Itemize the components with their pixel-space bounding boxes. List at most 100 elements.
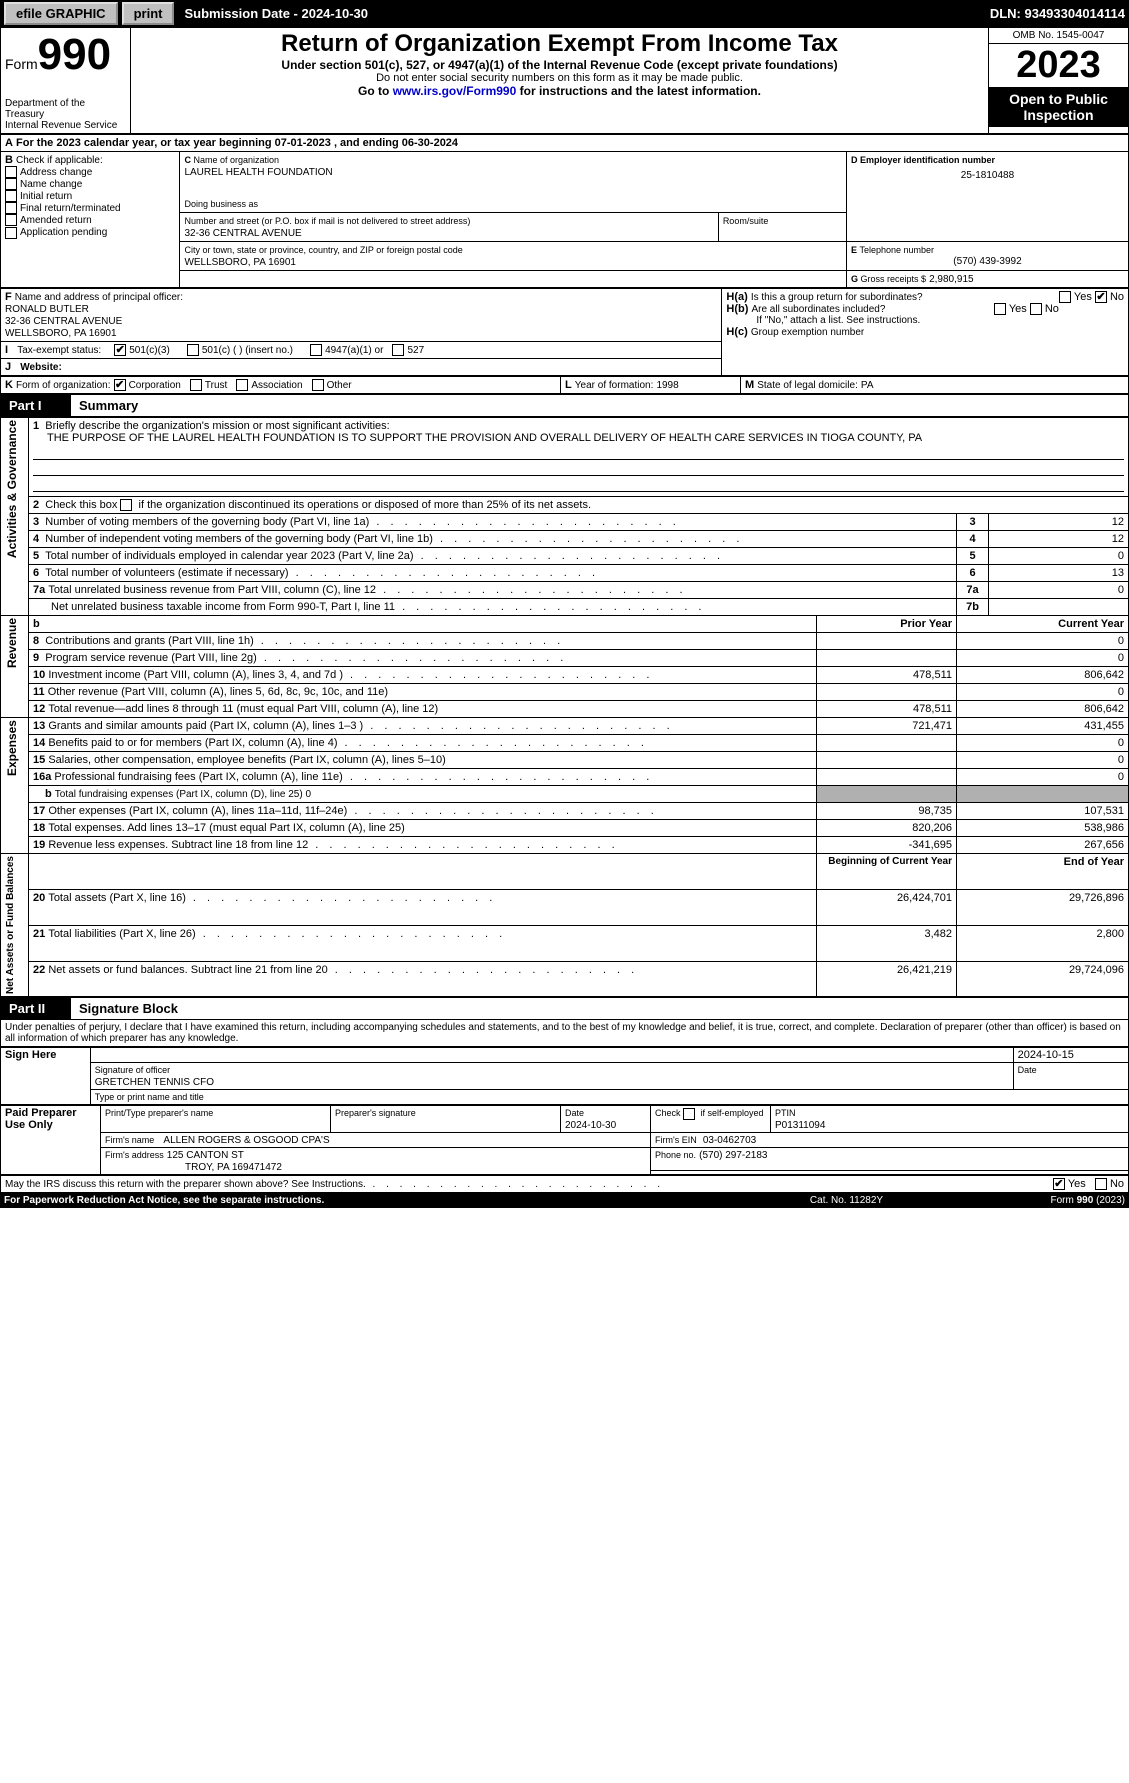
part2-header: Part II Signature Block — [0, 997, 1129, 1020]
name-change-checkbox[interactable] — [5, 178, 17, 190]
line2-checkbox[interactable] — [120, 499, 132, 511]
assoc-checkbox[interactable] — [236, 379, 248, 391]
suite-label: Room/suite — [723, 216, 769, 226]
firm-name: ALLEN ROGERS & OSGOOD CPA'S — [163, 1135, 329, 1146]
part2-title: Signature Block — [71, 998, 1128, 1019]
line16a-text: Professional fundraising fees (Part IX, … — [54, 771, 653, 783]
ptin-label: PTIN — [775, 1108, 796, 1118]
line14-text: Benefits paid to or for members (Part IX… — [48, 737, 648, 749]
line3-text: Number of voting members of the governin… — [45, 516, 680, 528]
part1-header: Part I Summary — [0, 394, 1129, 417]
line22-prior: 26,421,219 — [817, 961, 957, 997]
line7a-text: Total unrelated business revenue from Pa… — [48, 584, 686, 596]
preparer-table: Paid Preparer Use Only Print/Type prepar… — [0, 1105, 1129, 1175]
street-value: 32-36 CENTRAL AVENUE — [184, 228, 301, 239]
line18-prior: 820,206 — [817, 820, 957, 837]
app-pending-checkbox[interactable] — [5, 227, 17, 239]
section-k-table: K Form of organization: Corporation Trus… — [0, 376, 1129, 394]
print-button[interactable]: print — [122, 2, 175, 25]
527-checkbox[interactable] — [392, 344, 404, 356]
year-form-value: 1998 — [656, 380, 678, 391]
hb-no-checkbox[interactable] — [1030, 303, 1042, 315]
line12-text: Total revenue—add lines 8 through 11 (mu… — [48, 703, 438, 715]
officer-label: Name and address of principal officer: — [15, 292, 183, 303]
section-a-table: A For the 2023 calendar year, or tax yea… — [0, 134, 1129, 288]
part1-title: Summary — [71, 395, 1128, 416]
line19-prior: -341,695 — [817, 837, 957, 854]
line14-current: 0 — [957, 735, 1129, 752]
dept-treasury: Department of the Treasury — [5, 98, 126, 120]
sign-here-label: Sign Here — [1, 1048, 91, 1105]
initial-return-checkbox[interactable] — [5, 190, 17, 202]
discuss-yes-checkbox[interactable] — [1053, 1178, 1065, 1190]
firm-name-label: Firm's name — [105, 1135, 154, 1145]
ha-no-checkbox[interactable] — [1095, 291, 1107, 303]
line-a: A For the 2023 calendar year, or tax yea… — [1, 135, 1129, 152]
part2-label: Part II — [1, 998, 70, 1019]
ha-yes-checkbox[interactable] — [1059, 291, 1071, 303]
ptin-value: P01311094 — [775, 1120, 825, 1131]
section-f-h-table: F Name and address of principal officer:… — [0, 288, 1129, 376]
hb-note: If "No," attach a list. See instructions… — [726, 315, 1124, 326]
firm-phone-label: Phone no. — [655, 1150, 696, 1160]
mission-text: THE PURPOSE OF THE LAUREL HEALTH FOUNDAT… — [47, 432, 922, 444]
city-label: City or town, state or province, country… — [184, 245, 462, 255]
line2-text: Check this box if the organization disco… — [45, 499, 591, 511]
paid-preparer-label: Paid Preparer Use Only — [1, 1106, 101, 1175]
street-label: Number and street (or P.O. box if mail i… — [184, 216, 470, 226]
firm-addr1: 125 CANTON ST — [167, 1150, 244, 1161]
return-sub2: Do not enter social security numbers on … — [135, 72, 984, 84]
prior-year-header: Prior Year — [817, 616, 957, 633]
officer-name: RONALD BUTLER — [5, 304, 89, 315]
trust-checkbox[interactable] — [190, 379, 202, 391]
form-org-label: Form of organization: — [16, 380, 111, 391]
501c3-checkbox[interactable] — [114, 344, 126, 356]
expenses-label: Expenses — [5, 720, 19, 776]
officer-addr2: WELLSBORO, PA 16901 — [5, 328, 117, 339]
return-sub3: Go to www.irs.gov/Form990 for instructio… — [135, 84, 984, 98]
top-toolbar: efile GRAPHIC print Submission Date - 20… — [0, 0, 1129, 27]
boy-header: Beginning of Current Year — [817, 854, 957, 890]
self-emp-checkbox[interactable] — [683, 1108, 695, 1120]
firm-phone: (570) 297-2183 — [699, 1150, 767, 1161]
line22-current: 29,724,096 — [957, 961, 1129, 997]
ein-value: 25-1810488 — [851, 170, 1124, 181]
year-form-label: Year of formation: — [575, 380, 654, 391]
efile-label: efile GRAPHIC — [4, 2, 118, 25]
sign-date: 2024-10-15 — [1013, 1048, 1128, 1063]
amended-checkbox[interactable] — [5, 214, 17, 226]
line19-text: Revenue less expenses. Subtract line 18 … — [48, 839, 618, 851]
gross-value: 2,980,915 — [929, 274, 974, 285]
city-value: WELLSBORO, PA 16901 — [184, 257, 296, 268]
domicile-value: PA — [861, 380, 874, 391]
activities-governance-label: Activities & Governance — [5, 420, 19, 558]
irs-link[interactable]: www.irs.gov/Form990 — [393, 84, 517, 98]
preparer-date: 2024-10-30 — [565, 1120, 616, 1131]
part1-label: Part I — [1, 395, 70, 416]
firm-addr-label: Firm's address — [105, 1150, 164, 1160]
form-label: Form — [5, 56, 38, 72]
4947-checkbox[interactable] — [310, 344, 322, 356]
line17-prior: 98,735 — [817, 803, 957, 820]
discuss-no-checkbox[interactable] — [1095, 1178, 1107, 1190]
sig-officer-label: Signature of officer — [95, 1065, 170, 1075]
revenue-label: Revenue — [5, 618, 19, 668]
submission-date: Submission Date - 2024-10-30 — [184, 6, 368, 21]
open-inspection: Open to Public Inspection — [989, 87, 1128, 127]
other-checkbox[interactable] — [312, 379, 324, 391]
line11-text: Other revenue (Part VIII, column (A), li… — [48, 686, 388, 698]
corp-checkbox[interactable] — [114, 379, 126, 391]
line8-current: 0 — [957, 633, 1129, 650]
addr-change-checkbox[interactable] — [5, 166, 17, 178]
part1-body: Activities & Governance 1 Briefly descri… — [0, 417, 1129, 997]
dba-label: Doing business as — [184, 199, 258, 209]
footer-left: For Paperwork Reduction Act Notice, see … — [0, 1193, 753, 1208]
line18-current: 538,986 — [957, 820, 1129, 837]
hb-yes-checkbox[interactable] — [994, 303, 1006, 315]
header-table: Form990 Department of the Treasury Inter… — [0, 27, 1129, 134]
final-return-checkbox[interactable] — [5, 202, 17, 214]
line16a-prior — [817, 769, 957, 786]
org-name: LAUREL HEALTH FOUNDATION — [184, 167, 332, 178]
501c-checkbox[interactable] — [187, 344, 199, 356]
line17-text: Other expenses (Part IX, column (A), lin… — [48, 805, 657, 817]
